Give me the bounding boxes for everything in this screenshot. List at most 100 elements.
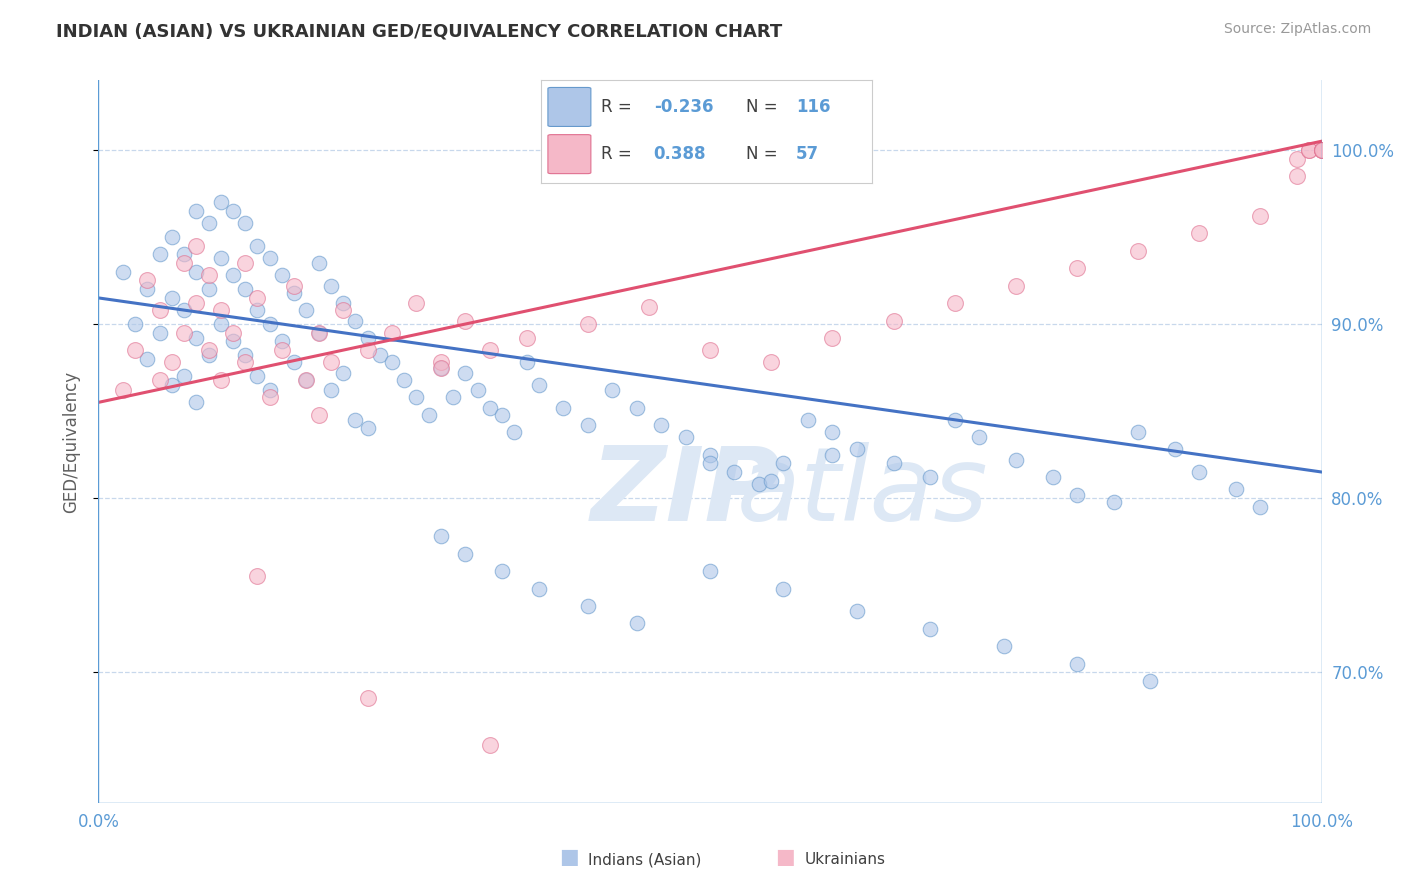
Point	[1310, 143, 1333, 157]
Point	[160, 378, 183, 392]
Point	[1004, 278, 1026, 293]
Point	[186, 265, 208, 279]
Point	[186, 203, 208, 218]
Point	[308, 326, 330, 340]
Point	[418, 408, 440, 422]
Point	[332, 296, 354, 310]
Point	[478, 739, 501, 753]
Point	[797, 413, 820, 427]
Point	[160, 355, 183, 369]
Point	[1102, 494, 1125, 508]
Point	[197, 268, 219, 283]
Point	[344, 313, 367, 327]
Point	[160, 291, 183, 305]
Point	[1310, 143, 1333, 157]
Point	[149, 373, 172, 387]
Point	[233, 282, 256, 296]
Point	[233, 216, 256, 230]
Text: Indians (Asian): Indians (Asian)	[588, 852, 702, 867]
Point	[761, 355, 783, 369]
Point	[943, 296, 966, 310]
Point	[576, 599, 599, 613]
Point	[209, 373, 232, 387]
Text: R =: R =	[600, 145, 637, 163]
Point	[515, 331, 537, 345]
Point	[454, 547, 477, 561]
Point	[356, 421, 378, 435]
Point	[381, 355, 404, 369]
Point	[467, 383, 489, 397]
Point	[1298, 143, 1320, 157]
Point	[1249, 209, 1271, 223]
Point	[1128, 244, 1150, 258]
Point	[186, 395, 208, 409]
Point	[283, 278, 305, 293]
Point	[772, 582, 794, 596]
Text: 116: 116	[796, 98, 830, 116]
Point	[650, 417, 672, 432]
Point	[259, 317, 281, 331]
Point	[136, 282, 159, 296]
Point	[441, 390, 464, 404]
Point	[1286, 152, 1309, 166]
Point	[1139, 673, 1161, 688]
Point	[124, 317, 146, 331]
Point	[883, 456, 905, 470]
Point	[344, 413, 367, 427]
Point	[186, 331, 208, 345]
Point	[1225, 483, 1247, 497]
Point	[149, 326, 172, 340]
Point	[600, 383, 623, 397]
Point	[576, 317, 599, 331]
Point	[967, 430, 990, 444]
Text: atlas: atlas	[737, 442, 988, 542]
Point	[308, 326, 330, 340]
Point	[222, 326, 245, 340]
Point	[454, 313, 477, 327]
Point	[319, 355, 342, 369]
Point	[699, 564, 721, 578]
Point	[270, 334, 294, 349]
Point	[1066, 261, 1088, 276]
Point	[430, 360, 453, 375]
Point	[173, 326, 195, 340]
Point	[246, 291, 269, 305]
Point	[209, 317, 232, 331]
Point	[111, 383, 134, 397]
Point	[356, 691, 378, 706]
Point	[308, 256, 330, 270]
Point	[675, 430, 697, 444]
Point	[186, 238, 208, 252]
Point	[430, 360, 453, 375]
Point	[1188, 227, 1211, 241]
Text: 57: 57	[796, 145, 818, 163]
Point	[233, 348, 256, 362]
Point	[1128, 425, 1150, 439]
Point	[1286, 169, 1309, 183]
Point	[233, 256, 256, 270]
FancyBboxPatch shape	[548, 135, 591, 174]
Point	[295, 303, 318, 318]
Point	[478, 343, 501, 358]
Point	[332, 366, 354, 380]
Point	[381, 326, 404, 340]
Point	[356, 343, 378, 358]
Point	[515, 355, 537, 369]
Point	[283, 285, 305, 300]
Text: ■: ■	[560, 847, 579, 867]
Text: INDIAN (ASIAN) VS UKRAINIAN GED/EQUIVALENCY CORRELATION CHART: INDIAN (ASIAN) VS UKRAINIAN GED/EQUIVALE…	[56, 22, 783, 40]
Point	[332, 303, 354, 318]
Point	[308, 408, 330, 422]
Point	[111, 265, 134, 279]
Point	[259, 390, 281, 404]
Point	[699, 456, 721, 470]
Point	[124, 343, 146, 358]
Point	[186, 296, 208, 310]
Point	[136, 273, 159, 287]
Point	[845, 442, 868, 457]
Point	[149, 247, 172, 261]
Point	[233, 355, 256, 369]
Point	[295, 373, 318, 387]
Point	[209, 303, 232, 318]
Point	[209, 251, 232, 265]
